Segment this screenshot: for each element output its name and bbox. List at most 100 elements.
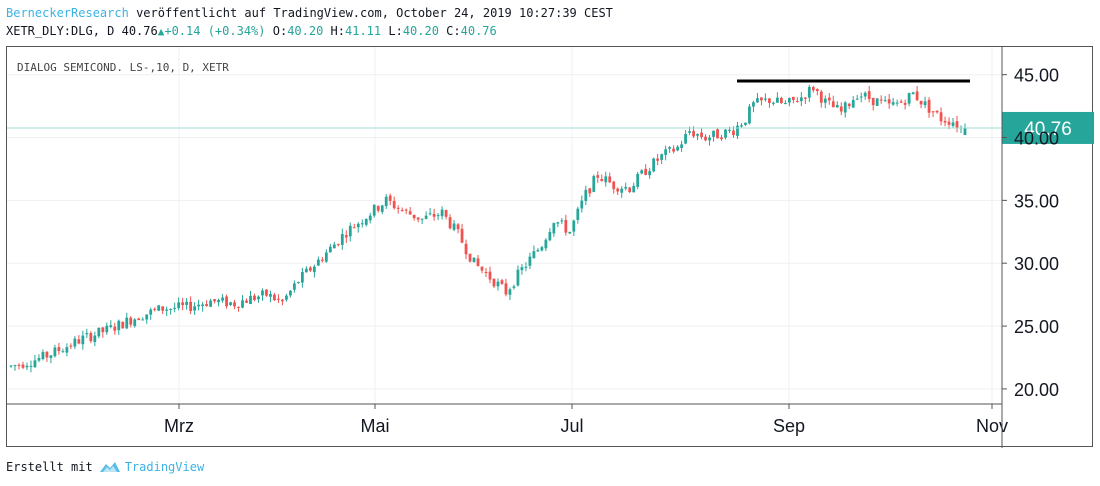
candle-body — [548, 232, 552, 241]
candle-body — [416, 217, 420, 220]
candle-body — [588, 188, 592, 194]
candle-body — [420, 218, 424, 220]
candle-body — [883, 100, 887, 102]
candle-body — [787, 97, 791, 103]
y-tick-label: 40.00 — [1014, 129, 1059, 149]
candle-body — [632, 185, 636, 193]
x-tick-label: Mai — [360, 416, 389, 436]
candle-body — [628, 187, 632, 193]
candle-body — [752, 102, 755, 107]
candle-body — [795, 101, 799, 103]
candle-body — [225, 296, 228, 307]
candle-body — [328, 246, 332, 253]
candle-body — [907, 93, 911, 104]
symbol-line: XETR_DLY:DLG, D 40.76 — [6, 24, 158, 38]
candle-body — [464, 243, 468, 255]
candle-body — [61, 351, 65, 353]
candle-body — [209, 300, 212, 307]
tradingview-link[interactable]: TradingView — [99, 460, 204, 474]
candle-body — [676, 146, 679, 151]
candle-body — [161, 306, 165, 311]
candle-body — [496, 281, 500, 287]
candle-body — [740, 125, 743, 127]
candle-body — [472, 257, 476, 263]
y-tick-label: 35.00 — [1014, 191, 1059, 211]
candle-body — [899, 101, 903, 103]
candle-body — [368, 215, 372, 221]
candle-body — [951, 122, 955, 126]
candle-body — [624, 186, 628, 189]
candle-body — [528, 256, 532, 266]
last-price-label: 40.76 — [1024, 119, 1072, 140]
candle-body — [273, 294, 276, 301]
candle-body — [552, 223, 556, 234]
candle-body — [320, 259, 324, 261]
candle-body — [748, 106, 751, 124]
candle-body — [113, 326, 117, 331]
candle-body — [356, 223, 360, 228]
candle-body — [73, 338, 77, 347]
candle-body — [21, 364, 25, 368]
candle-body — [668, 147, 672, 149]
candle-body — [293, 283, 296, 290]
published-text: veröffentlicht auf TradingView.com, Octo… — [136, 6, 613, 20]
author-link[interactable]: BerneckerResearch — [6, 6, 129, 20]
candle-body — [875, 98, 879, 106]
candle-body — [177, 302, 181, 308]
candle-body — [568, 231, 572, 234]
candle-body — [811, 87, 815, 91]
candle-body — [776, 97, 779, 103]
candle-body — [927, 99, 931, 113]
candle-body — [428, 213, 432, 215]
candle-body — [117, 320, 121, 331]
candle-body — [396, 207, 400, 209]
chart-header: BerneckerResearch veröffentlicht auf Tra… — [6, 4, 613, 40]
candle-body — [620, 188, 624, 193]
candle-body — [512, 286, 516, 288]
candle-body — [109, 325, 113, 327]
candle-body — [492, 278, 496, 287]
candle-body — [692, 130, 695, 137]
footer: Erstellt mit TradingView — [6, 460, 204, 474]
candle-body — [712, 130, 715, 137]
candle-body — [560, 220, 564, 222]
candle-body — [229, 302, 232, 305]
candle-body — [704, 136, 707, 141]
candle-body — [93, 335, 97, 343]
open-label: O: — [272, 24, 288, 38]
x-tick-label: Sep — [773, 416, 805, 436]
y-tick-label: 30.00 — [1014, 254, 1059, 274]
candle-body — [596, 175, 600, 178]
candle-body — [572, 220, 576, 232]
candle-body — [660, 154, 664, 160]
candle-body — [871, 97, 875, 106]
candle-body — [564, 219, 568, 233]
candle-body — [380, 205, 384, 212]
candle-body — [847, 103, 851, 107]
candle-body — [823, 98, 827, 103]
candlestick-chart[interactable]: 40.76 45.00 40.00 35.00 30.00 25.00 20.00 Mrz M… — [7, 47, 1094, 448]
open-value: 40.20 — [287, 24, 324, 38]
candle-body — [324, 252, 328, 262]
candle-body — [616, 188, 620, 192]
candle-body — [919, 100, 923, 105]
candle-body — [939, 112, 943, 122]
candle-body — [37, 358, 41, 361]
candle-body — [536, 250, 540, 252]
chart-frame[interactable]: 40.76 45.00 40.00 35.00 30.00 25.00 20.00 Mrz M… — [6, 46, 1094, 448]
candle-body — [911, 92, 915, 95]
candle-body — [843, 102, 847, 113]
candle-body — [249, 295, 252, 304]
candle-body — [612, 181, 616, 190]
candle-body — [153, 308, 157, 310]
candle-body — [716, 129, 719, 139]
candle-body — [760, 97, 763, 101]
candle-body — [336, 244, 340, 246]
candle-body — [652, 158, 656, 172]
candle-body — [332, 244, 336, 249]
candle-body — [69, 345, 73, 347]
candle-body — [65, 347, 69, 353]
x-tick-label: Nov — [976, 416, 1008, 436]
candle-body — [233, 302, 236, 307]
candle-body — [867, 91, 871, 100]
